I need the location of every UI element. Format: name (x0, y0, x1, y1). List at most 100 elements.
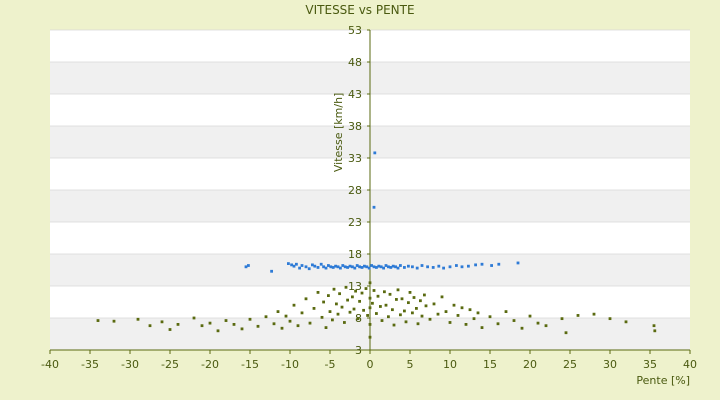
scatter-point (488, 315, 492, 319)
scatter-point (300, 311, 304, 315)
scatter-point (384, 303, 388, 307)
scatter-point (331, 318, 334, 322)
scatter-point (216, 329, 220, 333)
scatter-point (353, 266, 357, 270)
scatter-point (192, 316, 196, 320)
scatter-point (331, 266, 335, 269)
scatter-point (400, 297, 404, 301)
scatter-point (208, 321, 212, 325)
scatter-point (276, 310, 280, 313)
x-tick-label: -35 (81, 358, 99, 371)
scatter-point (311, 263, 314, 267)
x-tick-label: 5 (407, 358, 414, 371)
scatter-point (360, 266, 364, 269)
scatter-point (168, 328, 172, 331)
scatter-point (516, 261, 520, 265)
scatter-point (407, 301, 410, 305)
scatter-point (384, 264, 388, 267)
scatter-point (308, 321, 312, 325)
scatter-point (334, 264, 337, 268)
scatter-point (431, 266, 435, 269)
scatter-point (360, 291, 364, 295)
scatter-point (379, 305, 382, 308)
scatter-point (327, 294, 330, 297)
scatter-point (328, 310, 332, 313)
x-tick-label: -10 (281, 358, 299, 371)
scatter-point (456, 314, 460, 317)
scatter-point (528, 314, 532, 318)
scatter-point (300, 264, 304, 267)
scatter-point (313, 264, 317, 268)
y-tick-label: 13 (348, 280, 362, 293)
scatter-point (343, 265, 347, 269)
scatter-point (368, 323, 372, 326)
scatter-point (512, 319, 516, 322)
x-tick-label: 15 (483, 358, 497, 371)
scatter-point (371, 301, 374, 305)
scatter-point (348, 310, 352, 314)
scatter-point (432, 302, 436, 306)
scatter-point (324, 266, 328, 270)
scatter-point (307, 267, 311, 271)
scatter-point (370, 264, 373, 267)
scatter-point (322, 300, 325, 304)
scatter-point (403, 309, 406, 313)
x-tick-label: -40 (41, 358, 59, 371)
x-tick-label: 35 (643, 358, 657, 371)
scatter-point (295, 262, 298, 266)
scatter-point (264, 315, 268, 319)
scatter-point (112, 319, 116, 323)
y-tick-label: 43 (348, 88, 362, 101)
scatter-point (335, 302, 338, 306)
scatter-point (248, 317, 252, 321)
scatter-point (389, 266, 393, 269)
scatter-point (467, 264, 470, 268)
scatter-point (564, 331, 568, 335)
scatter-point (296, 324, 300, 328)
scatter-point (280, 326, 284, 330)
scatter-point (368, 335, 372, 339)
scatter-point (348, 264, 352, 268)
scatter-point (320, 315, 324, 319)
scatter-point (373, 151, 377, 155)
scatter-point (536, 321, 540, 325)
scatter-point (476, 311, 480, 315)
scatter-point (365, 265, 369, 269)
scatter-point (247, 264, 250, 267)
scatter-point (304, 265, 308, 269)
scatter-point (284, 314, 288, 318)
scatter-point (304, 297, 308, 301)
scatter-point (368, 296, 372, 300)
x-tick-label: 0 (367, 358, 374, 371)
scatter-point (399, 313, 402, 317)
scatter-point (440, 295, 444, 299)
y-tick-label: 38 (348, 120, 362, 133)
scatter-point (442, 266, 445, 270)
scatter-point (355, 264, 359, 267)
scatter-point (346, 298, 349, 302)
scatter-point (444, 310, 448, 313)
scatter-point (504, 310, 508, 313)
scatter-point (316, 291, 320, 294)
scatter-point (490, 264, 493, 267)
scatter-point (544, 324, 548, 328)
scatter-point (424, 304, 428, 308)
scatter-point (363, 264, 366, 268)
scatter-point (96, 319, 100, 322)
scatter-point (452, 303, 456, 307)
scatter-point (240, 327, 244, 331)
scatter-point (387, 265, 390, 269)
scatter-point (411, 265, 414, 269)
scatter-point (224, 319, 228, 322)
scatter-point (426, 265, 429, 269)
scatter-point (407, 264, 410, 268)
scatter-point (423, 293, 426, 297)
scatter-point (404, 320, 408, 324)
scatter-point (408, 291, 412, 294)
scatter-point (377, 264, 381, 268)
scatter-point (354, 289, 357, 293)
scatter-point (290, 263, 293, 267)
scatter-point (391, 308, 394, 312)
scatter-point (399, 264, 402, 267)
